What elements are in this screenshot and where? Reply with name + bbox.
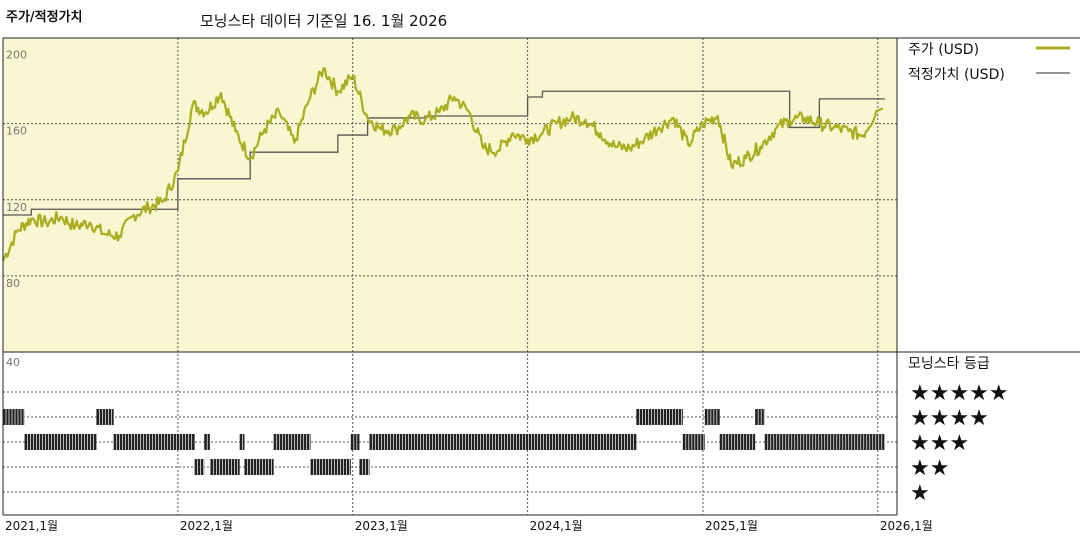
rating-star-label: ★★★★ bbox=[910, 406, 989, 431]
rating-bar bbox=[244, 459, 274, 475]
rating-bar bbox=[210, 459, 240, 475]
rating-legend-title: 모닝스타 등급 bbox=[908, 356, 990, 372]
rating-bar bbox=[239, 434, 245, 450]
rating-bar bbox=[636, 409, 683, 425]
rating-star-label: ★★★ bbox=[910, 431, 969, 456]
rating-bar bbox=[359, 459, 370, 475]
rating-bar bbox=[194, 459, 205, 475]
rating-bar bbox=[682, 434, 705, 450]
rating-bar bbox=[755, 409, 765, 425]
x-tick-label: 2024,1월 bbox=[530, 519, 583, 533]
legend-fairvalue-label: 적정가치 (USD) bbox=[908, 67, 1005, 83]
rating-bar bbox=[96, 409, 114, 425]
price-line bbox=[2, 67, 884, 262]
rating-bar bbox=[704, 409, 720, 425]
rating-star-label: ★★ bbox=[910, 456, 949, 481]
legend-price-label: 주가 (USD) bbox=[908, 42, 979, 58]
rating-bar bbox=[3, 409, 25, 425]
y-tick-label: 120 bbox=[6, 201, 27, 214]
y-tick-label: 80 bbox=[6, 277, 20, 290]
rating-bars bbox=[3, 409, 886, 475]
x-tick-label: 2023,1월 bbox=[355, 519, 408, 533]
x-tick-label: 2025,1월 bbox=[705, 519, 758, 533]
data-date-caption: 모닝스타 데이터 기준일 16. 1월 2026 bbox=[200, 12, 448, 30]
rating-bar bbox=[369, 434, 637, 450]
y-tick-label: 160 bbox=[6, 125, 27, 138]
rating-bar bbox=[113, 434, 195, 450]
y-axis-labels: 200 160 120 80 40 bbox=[6, 49, 27, 369]
x-tick-label: 2026,1월 bbox=[880, 519, 933, 533]
x-tick-label: 2022,1월 bbox=[180, 519, 233, 533]
x-tick-label: 2021,1월 bbox=[5, 519, 58, 533]
rating-star-label: ★★★★★ bbox=[910, 381, 1009, 406]
price-panel-background bbox=[3, 38, 897, 352]
y-tick-label: 40 bbox=[6, 356, 20, 369]
chart-title: 주가/적정가치 bbox=[6, 10, 83, 25]
rating-star-label: ★ bbox=[910, 481, 930, 506]
price-series bbox=[2, 67, 884, 262]
rating-bar bbox=[350, 434, 360, 450]
rating-star-labels: ★★★★★★★★★★★★★★★ bbox=[910, 381, 1009, 506]
y-tick-label: 200 bbox=[6, 49, 27, 62]
rating-bar bbox=[273, 434, 311, 450]
x-axis-labels: 2021,1월 2022,1월 2023,1월 2024,1월 2025,1월 2026,… bbox=[5, 519, 933, 533]
